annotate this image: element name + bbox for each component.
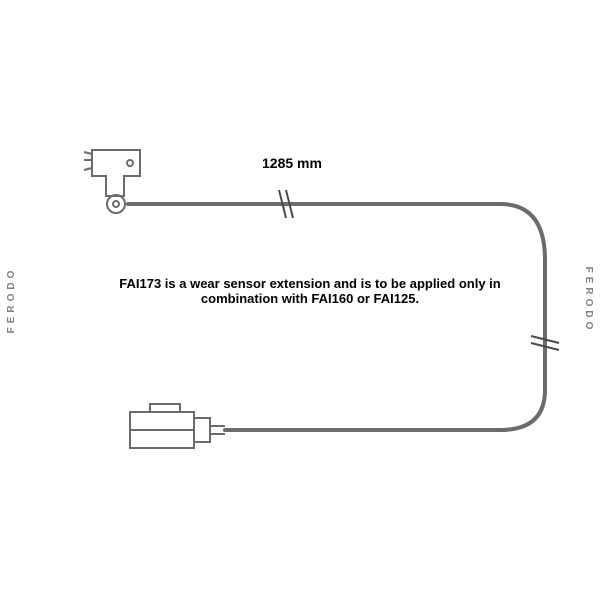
description-line-1: FAI173 is a wear sensor extension and is… — [119, 276, 500, 291]
dimension-label: 1285 mm — [262, 155, 322, 171]
brand-watermark-right: FERODO — [583, 267, 594, 334]
brand-watermark-left: FERODO — [6, 267, 17, 334]
diagram-canvas: 1285 mm FAI173 is a wear sensor extensio… — [0, 0, 600, 600]
connector — [130, 404, 225, 448]
cable-path — [128, 204, 545, 430]
description-line-2: combination with FAI160 or FAI125. — [201, 291, 419, 306]
description-text: FAI173 is a wear sensor extension and is… — [100, 276, 520, 306]
